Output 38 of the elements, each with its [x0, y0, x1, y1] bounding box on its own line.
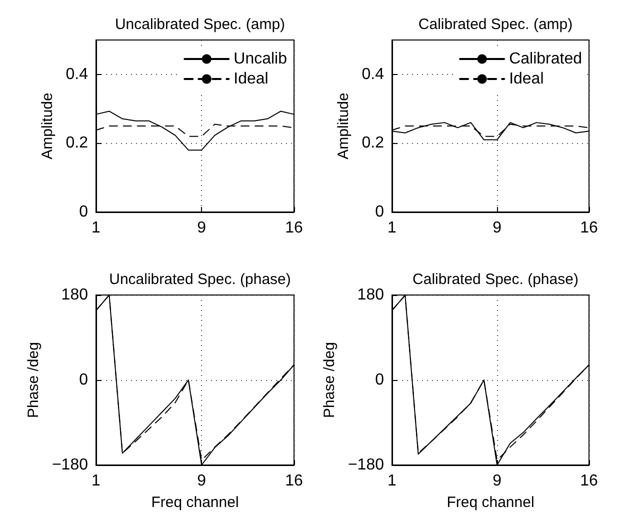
y-tick-label: 0 [375, 372, 384, 388]
x-tick-label: 16 [285, 220, 303, 236]
x-axis-title: Freq channel [151, 494, 239, 511]
chart-title: Calibrated Spec. (phase) [412, 271, 578, 288]
chart-title: Uncalibrated Spec. (phase) [109, 271, 291, 288]
x-tick-label: 9 [197, 472, 206, 490]
x-tick-label: 16 [285, 472, 303, 490]
x-tick-label: 9 [197, 220, 206, 236]
x-axis-title: Freq channel [446, 494, 534, 511]
x-tick-label: 1 [92, 220, 101, 236]
y-tick-label: 0 [79, 372, 88, 388]
y-tick-label: 0.2 [66, 134, 88, 152]
x-tick-label: 1 [388, 220, 397, 236]
legend-label: Ideal [234, 70, 268, 88]
y-axis-title: Phase /deg [25, 342, 42, 418]
y-tick-label: 0.4 [66, 66, 88, 83]
y-tick-label: 180 [61, 286, 88, 304]
y-axis-title: Amplitude [334, 92, 352, 160]
x-tick-label: 16 [580, 472, 598, 490]
y-tick-label: 0 [79, 204, 88, 220]
y-tick-label: 0.2 [362, 134, 384, 152]
y-axis-title: Phase /deg [321, 342, 338, 418]
legend-label: Uncalib [234, 50, 288, 68]
y-tick-label: −180 [348, 456, 384, 474]
y-tick-label: −180 [52, 456, 88, 474]
chart-title: Uncalibrated Spec. (amp) [114, 16, 286, 33]
x-tick-label: 16 [580, 220, 598, 236]
y-tick-label: 180 [357, 286, 384, 304]
x-tick-label: 1 [388, 472, 397, 490]
chart-title: Calibrated Spec. (amp) [418, 16, 573, 33]
legend-label: Ideal [509, 70, 544, 88]
y-axis-title: Amplitude [38, 92, 56, 160]
y-tick-label: 0 [375, 204, 384, 220]
legend-label: Calibrated [509, 50, 582, 68]
y-tick-label: 0.4 [362, 66, 384, 83]
x-tick-label: 9 [492, 472, 502, 490]
x-tick-label: 9 [492, 220, 502, 236]
x-tick-label: 1 [92, 472, 101, 490]
